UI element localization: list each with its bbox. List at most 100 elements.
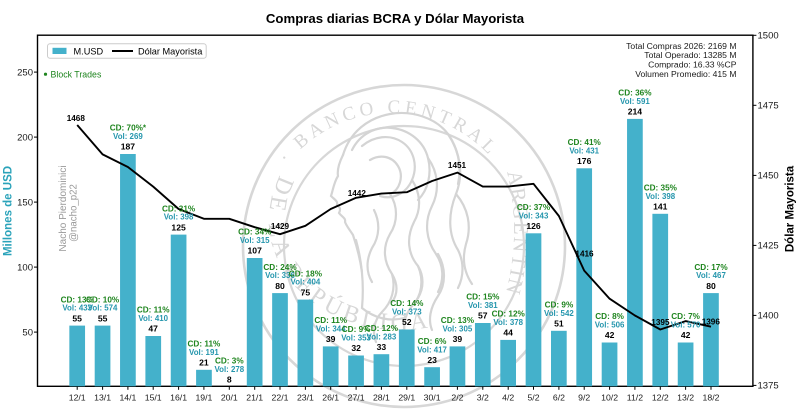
svg-text:15/1: 15/1	[145, 393, 162, 403]
svg-text:Vol: 431: Vol: 431	[569, 146, 599, 155]
svg-text:CD: 8%: CD: 8%	[595, 312, 624, 321]
svg-text:55: 55	[98, 313, 108, 323]
svg-text:CD: 17%: CD: 17%	[694, 263, 728, 272]
svg-text:1395: 1395	[651, 318, 670, 327]
svg-text:44: 44	[503, 328, 513, 338]
svg-text:107: 107	[248, 246, 263, 256]
svg-text:3/2: 3/2	[477, 393, 489, 403]
svg-text:16/1: 16/1	[170, 393, 187, 403]
svg-text:Vol: 373: Vol: 373	[392, 308, 422, 317]
svg-text:Vol: 336: Vol: 336	[265, 271, 295, 280]
svg-text:CD: 13%: CD: 13%	[441, 316, 475, 325]
svg-text:CD: 11%: CD: 11%	[137, 306, 170, 315]
svg-text:Vol: 570: Vol: 570	[671, 321, 701, 330]
svg-text:CD: 15%: CD: 15%	[466, 293, 500, 302]
svg-text:Vol: 378: Vol: 378	[493, 318, 523, 327]
svg-text:1429: 1429	[271, 222, 290, 231]
svg-text:Nacho Pierdominici: Nacho Pierdominici	[58, 165, 69, 251]
svg-text:12/2: 12/2	[652, 393, 669, 403]
svg-text:214: 214	[628, 107, 643, 117]
svg-text:1396: 1396	[702, 318, 721, 327]
svg-text:Vol: 410: Vol: 410	[138, 314, 168, 323]
svg-text:80: 80	[706, 281, 716, 291]
svg-text:55: 55	[72, 313, 82, 323]
svg-text:13/2: 13/2	[677, 393, 694, 403]
svg-text:9/2: 9/2	[578, 393, 590, 403]
svg-text:Vol: 315: Vol: 315	[240, 236, 270, 245]
svg-text:Vol: 591: Vol: 591	[620, 97, 650, 106]
svg-text:CD: 24%: CD: 24%	[263, 263, 297, 272]
svg-text:Vol: 398: Vol: 398	[645, 192, 675, 201]
svg-text:8: 8	[227, 374, 232, 384]
svg-text:23: 23	[427, 355, 437, 365]
svg-text:52: 52	[402, 317, 412, 327]
svg-text:Vol: 278: Vol: 278	[214, 365, 244, 374]
svg-text:1442: 1442	[348, 189, 367, 198]
svg-text:12/1: 12/1	[69, 393, 86, 403]
svg-text:Vol: 353: Vol: 353	[341, 334, 371, 343]
svg-text:CD: 34%: CD: 34%	[238, 228, 272, 237]
svg-text:29/1: 29/1	[398, 393, 415, 403]
svg-text:Vol: 542: Vol: 542	[544, 309, 574, 318]
svg-text:CD: 11%: CD: 11%	[314, 316, 347, 325]
svg-text:@nacho_p22: @nacho_p22	[69, 184, 80, 242]
svg-text:CD: 11%: CD: 11%	[188, 340, 221, 349]
svg-text:23/1: 23/1	[297, 393, 314, 403]
svg-text:Total Operado: 13285 M: Total Operado: 13285 M	[644, 50, 736, 60]
svg-text:CD: 12%: CD: 12%	[365, 324, 399, 333]
svg-text:Vol: 191: Vol: 191	[189, 348, 219, 357]
svg-text:22/1: 22/1	[272, 393, 289, 403]
svg-text:Vol: 283: Vol: 283	[367, 332, 397, 341]
svg-text:Comprado: 16.33 %CP: Comprado: 16.33 %CP	[648, 60, 737, 70]
svg-text:47: 47	[148, 324, 158, 334]
svg-text:141: 141	[653, 202, 668, 212]
svg-text:33: 33	[377, 342, 387, 352]
svg-text:Vol: 269: Vol: 269	[113, 132, 143, 141]
svg-text:19/1: 19/1	[195, 393, 212, 403]
svg-text:26/1: 26/1	[322, 393, 339, 403]
svg-text:Vol: 574: Vol: 574	[88, 304, 118, 313]
svg-text:27/1: 27/1	[348, 393, 365, 403]
svg-text:M.USD: M.USD	[74, 47, 104, 57]
svg-text:100: 100	[17, 262, 33, 273]
svg-text:CD: 36%: CD: 36%	[618, 89, 652, 98]
svg-text:126: 126	[526, 221, 541, 231]
svg-text:CD: 7%: CD: 7%	[671, 312, 700, 321]
svg-text:CD: 9%: CD: 9%	[342, 325, 371, 334]
svg-text:Volumen Promedio: 415 M: Volumen Promedio: 415 M	[635, 69, 736, 79]
svg-text:CD: 6%: CD: 6%	[418, 337, 447, 346]
svg-text:1475: 1475	[758, 101, 779, 112]
svg-text:32: 32	[351, 343, 361, 353]
svg-text:30/1: 30/1	[424, 393, 441, 403]
svg-text:CD: 13%: CD: 13%	[61, 295, 95, 304]
svg-text:Total Compras 2026: 2169 M: Total Compras 2026: 2169 M	[626, 41, 736, 51]
svg-text:Vol: 343: Vol: 343	[519, 211, 549, 220]
svg-text:Vol: 506: Vol: 506	[595, 321, 625, 330]
svg-text:10/2: 10/2	[601, 393, 618, 403]
svg-text:Vol: 467: Vol: 467	[696, 271, 726, 280]
svg-text:Block Trades: Block Trades	[51, 69, 102, 79]
svg-text:1451: 1451	[448, 161, 467, 170]
svg-text:Vol: 398: Vol: 398	[164, 213, 194, 222]
svg-text:18/2: 18/2	[703, 393, 720, 403]
svg-text:CD: 14%: CD: 14%	[390, 299, 424, 308]
svg-text:1375: 1375	[758, 381, 779, 392]
svg-text:Vol: 344: Vol: 344	[316, 325, 346, 334]
svg-text:39: 39	[453, 334, 463, 344]
svg-text:28/1: 28/1	[373, 393, 390, 403]
svg-text:CD: 9%: CD: 9%	[545, 301, 574, 310]
svg-text:42: 42	[681, 330, 691, 340]
svg-text:Dólar Mayorista: Dólar Mayorista	[785, 165, 797, 252]
svg-text:200: 200	[17, 132, 33, 143]
svg-text:CD: 12%: CD: 12%	[492, 310, 526, 319]
svg-text:1450: 1450	[758, 171, 779, 182]
svg-text:CD: 70%*: CD: 70%*	[110, 124, 147, 133]
svg-text:50: 50	[22, 327, 33, 338]
svg-text:Dólar Mayorista: Dólar Mayorista	[138, 47, 203, 57]
svg-text:CD: 18%: CD: 18%	[289, 269, 323, 278]
svg-text:176: 176	[577, 156, 592, 166]
svg-text:75: 75	[301, 287, 311, 297]
svg-text:42: 42	[605, 330, 615, 340]
svg-text:39: 39	[326, 334, 336, 344]
svg-text:1400: 1400	[758, 311, 779, 322]
